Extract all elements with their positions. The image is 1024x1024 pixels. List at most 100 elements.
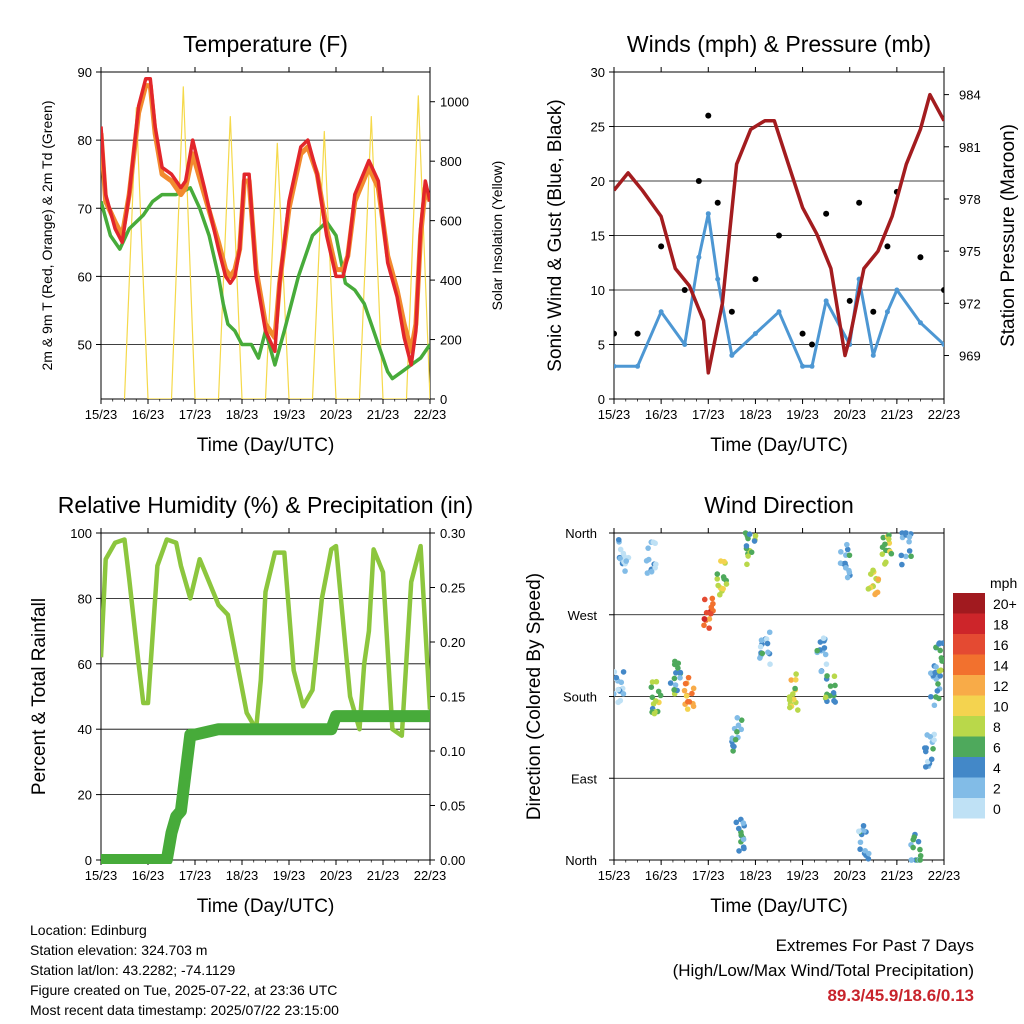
gust-point <box>846 297 853 304</box>
y-tick-label: 50 <box>78 338 92 353</box>
gust-point <box>870 308 877 315</box>
gust-point <box>799 330 806 337</box>
direction-point <box>827 683 834 689</box>
direction-point <box>792 685 798 692</box>
winds-pressure-chart: 15/23 16/23 17/23 18/23 19/23 20/23 21/23 22/23… <box>545 31 1019 456</box>
x-tick-label: 22/23 <box>928 407 961 422</box>
precip-point <box>236 723 248 735</box>
gust-point <box>823 210 830 217</box>
legend-label: 0 <box>993 801 1001 817</box>
gust-point <box>658 243 665 250</box>
legend-title: mph <box>990 575 1017 591</box>
y-right-tick-label: 975 <box>959 244 981 259</box>
gust-point <box>941 287 944 293</box>
legend-swatch <box>953 634 985 655</box>
direction-point <box>751 538 758 544</box>
precip-point <box>175 805 187 817</box>
direction-point <box>683 693 690 699</box>
direction-point <box>671 675 678 682</box>
extremes-subtitle: (High/Low/Max Wind/Total Precipitation) <box>672 961 974 980</box>
direction-point <box>657 692 664 699</box>
legend-swatch <box>953 736 985 757</box>
direction-point <box>671 687 677 693</box>
x-tick-label: 20/23 <box>833 407 866 422</box>
y-right-tick-label: 200 <box>440 333 462 348</box>
precip-point <box>325 723 337 735</box>
y-right-axis-label: Station Pressure (Maroon) <box>998 124 1019 347</box>
x-tick-label: 22/23 <box>414 407 447 422</box>
precip-point <box>424 710 430 722</box>
direction-point <box>793 671 799 677</box>
x-tick-label: 16/23 <box>132 407 165 422</box>
direction-point <box>677 675 683 681</box>
direction-point <box>622 568 628 574</box>
direction-point <box>720 585 726 592</box>
x-tick-label: 16/23 <box>132 868 165 883</box>
direction-point <box>643 558 650 564</box>
direction-point <box>645 545 651 551</box>
x-tick-label: 22/23 <box>928 868 961 883</box>
x-tick-label: 18/23 <box>739 407 772 422</box>
direction-point <box>903 530 909 536</box>
wind-point <box>729 352 735 358</box>
direction-point <box>714 571 721 577</box>
direction-point <box>885 536 892 542</box>
chart-title: Relative Humidity (%) & Precipitation (i… <box>58 492 473 518</box>
direction-point <box>701 596 708 603</box>
direction-point <box>831 673 838 680</box>
direction-point <box>732 736 739 743</box>
direction-point <box>709 595 716 602</box>
direction-point <box>937 647 944 654</box>
y-tick-label: South <box>563 690 597 705</box>
extremes-title: Extremes For Past 7 Days <box>775 936 974 955</box>
station-info: Location: Edinburg Station elevation: 32… <box>30 920 339 1020</box>
direction-point <box>899 561 905 568</box>
direction-point <box>715 582 721 589</box>
direction-point <box>935 681 941 687</box>
direction-point <box>870 567 876 574</box>
direction-point <box>706 616 713 622</box>
direction-point <box>764 640 771 647</box>
direction-point <box>617 546 624 553</box>
direction-point <box>766 629 773 636</box>
y-tick-label: North <box>565 853 597 868</box>
y-right-tick-label: 978 <box>959 192 981 207</box>
direction-point <box>786 704 793 711</box>
gust-point <box>776 232 782 239</box>
direction-point <box>740 820 747 826</box>
x-tick-label: 21/23 <box>367 868 400 883</box>
y-tick-label: 90 <box>78 65 92 80</box>
direction-point <box>906 548 913 554</box>
wind-series-line <box>614 212 944 368</box>
humidity-series <box>101 537 430 864</box>
direction-point <box>865 855 872 862</box>
precip-point <box>161 854 173 864</box>
y-right-tick-label: 972 <box>959 296 981 311</box>
wind-direction-chart: 15/23 16/23 17/23 18/23 19/23 20/23 21/23 22/23… <box>524 492 1017 917</box>
direction-point <box>930 745 936 752</box>
legend-swatch <box>953 695 985 716</box>
y-tick-label: 80 <box>78 591 92 606</box>
direction-point <box>736 848 742 854</box>
direction-point <box>618 679 625 686</box>
y-tick-label: 80 <box>78 133 92 148</box>
direction-point <box>767 661 773 667</box>
x-tick-label: 15/23 <box>85 868 118 883</box>
legend-swatch <box>953 593 985 614</box>
direction-point <box>648 568 655 575</box>
temperature-chart: 15/23 16/23 17/23 18/23 19/23 20/23 21/23 22/23… <box>39 31 505 456</box>
direction-point <box>690 703 697 710</box>
x-tick-label: 18/23 <box>226 868 259 883</box>
direction-point <box>651 710 658 717</box>
y-right-tick-label: 0.25 <box>440 581 465 596</box>
direction-point <box>832 682 838 689</box>
direction-point <box>703 609 710 616</box>
x-tick-label: 15/23 <box>598 407 631 422</box>
temperature-series <box>101 77 430 399</box>
direction-point <box>831 697 837 704</box>
y-right-tick-label: 0.10 <box>440 744 465 759</box>
direction-point <box>860 822 867 829</box>
legend-swatch <box>953 777 985 798</box>
direction-point <box>927 670 934 676</box>
gust-point <box>809 341 815 348</box>
